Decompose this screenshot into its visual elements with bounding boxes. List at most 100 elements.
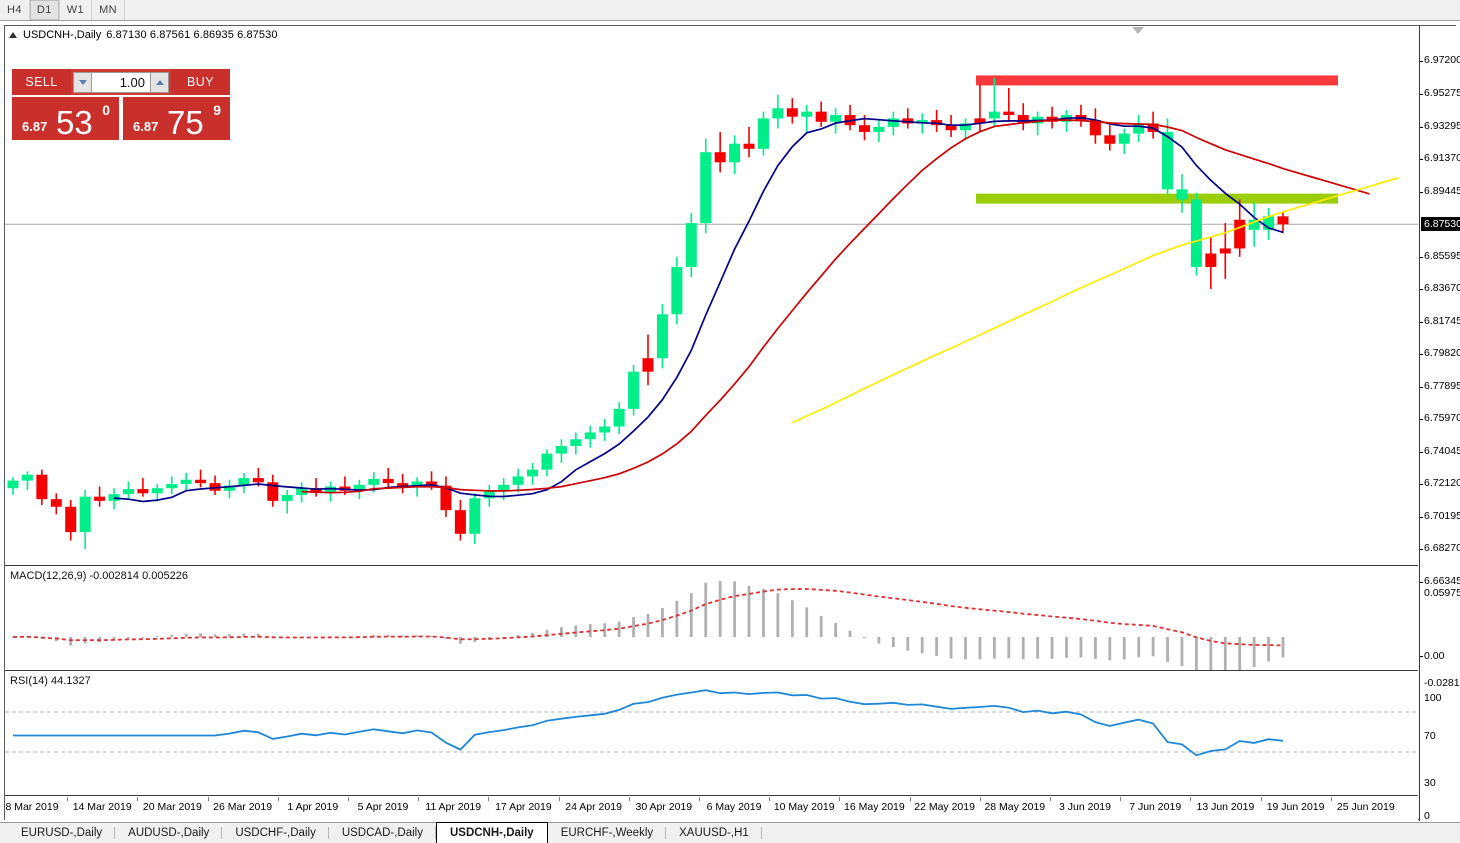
buy-price-box[interactable]: 6.87 75 9 (123, 97, 230, 140)
price-tick-mark (1420, 419, 1423, 421)
chevron-down-icon (78, 79, 87, 85)
price-tick-mark (1420, 126, 1423, 128)
date-tick-label: 22 May 2019 (914, 801, 975, 813)
chart-ohlc-values: 6.87130 6.87561 6.86935 6.87530 (106, 29, 278, 41)
date-tick-mark (1050, 797, 1051, 801)
date-tick-label: 11 Apr 2019 (425, 801, 482, 813)
date-tick-label: 1 Apr 2019 (287, 801, 339, 813)
date-tick-label: 13 Jun 2019 (1196, 801, 1255, 813)
price-tick-mark (1420, 386, 1423, 388)
buy-price-prefix: 6.87 (133, 119, 159, 134)
date-tick-label: 19 Jun 2019 (1266, 801, 1325, 813)
candlestick-chart (5, 75, 1418, 549)
price-tick-label: 6.97200 (1424, 54, 1460, 66)
date-tick-mark (207, 797, 209, 801)
price-tick-label: 6.66345 (1424, 575, 1460, 587)
rsi-label: RSI(14) 44.1327 (10, 675, 91, 687)
symbol-tab-usdcaddaily[interactable]: USDCAD-,Daily (329, 823, 437, 843)
timeframe-mn[interactable]: MN (92, 0, 125, 20)
collapse-triangle-icon[interactable] (9, 32, 17, 38)
sell-price-prefix: 6.87 (22, 119, 48, 134)
one-click-trading-panel: SELL 1.00 BUY 6.87 53 0 6.87 75 9 (12, 69, 230, 140)
date-tick-label: 25 Jun 2019 (1336, 801, 1395, 813)
date-tick-label: 30 Apr 2019 (635, 801, 693, 813)
symbol-tab-usdcnhdaily[interactable]: USDCNH-,Daily (435, 822, 548, 843)
date-tick-label: 7 Jun 2019 (1129, 801, 1182, 813)
price-tick-label: 6.95275 (1424, 86, 1460, 99)
date-tick-label: 17 Apr 2019 (495, 801, 552, 813)
buy-button[interactable]: BUY (171, 69, 230, 95)
price-tick-label: 6.93295 (1424, 119, 1460, 132)
symbol-tab-audusddaily[interactable]: AUDUSD-,Daily (115, 823, 223, 843)
date-tick-label: 20 Mar 2019 (142, 801, 202, 813)
volume-increment-button[interactable] (150, 71, 169, 93)
date-tick-mark (839, 797, 841, 801)
date-tick-label: 28 May 2019 (984, 801, 1046, 813)
price-tick-mark (1420, 159, 1423, 161)
sell-price-box[interactable]: 6.87 53 0 (12, 97, 119, 140)
date-tick-label: 3 Jun 2019 (1059, 801, 1111, 813)
macd-pane[interactable]: MACD(12,26,9) -0.002814 0.005226 (5, 567, 1418, 671)
date-tick-mark (67, 797, 69, 801)
macd-chart (11, 581, 1285, 670)
date-axis[interactable]: 8 Mar 2019 14 Mar 2019 20 Mar 2019 26 Mar 2… (5, 797, 1418, 820)
volume-decrement-button[interactable] (73, 71, 92, 93)
date-tick-mark (769, 797, 771, 801)
price-tick-mark (1420, 582, 1423, 583)
price-pane-inner (5, 26, 1418, 565)
timeframe-d1[interactable]: D1 (29, 0, 60, 20)
symbol-tab-eurusddaily[interactable]: EURUSD-,Daily (8, 823, 116, 843)
price-pane[interactable] (5, 26, 1418, 566)
date-tick-label: 14 Mar 2019 (72, 801, 132, 813)
date-tick-mark (1330, 797, 1332, 801)
current-price-label: 6.87530 (1421, 217, 1460, 232)
price-tick-label: 6.75970 (1424, 412, 1460, 425)
timeframe-h4[interactable]: H4 (0, 0, 30, 20)
date-tick-label: 8 Mar 2019 (5, 801, 59, 813)
buy-price-main: 75 (167, 104, 204, 141)
price-tick-label: 6.81745 (1424, 314, 1460, 327)
date-tick-label: 5 Apr 2019 (357, 801, 409, 813)
price-axis[interactable]: 6.97200 6.95275 6.93295 6.91370 6.89445 6.875… (1419, 26, 1460, 822)
price-tick-label: 6.85595 (1424, 249, 1460, 262)
date-tick-mark (558, 797, 560, 801)
one-click-trading-prices: 6.87 53 0 6.87 75 9 (12, 97, 230, 140)
date-tick-mark (1120, 797, 1122, 801)
macd-tick-label: 0.059758 (1424, 587, 1460, 599)
rsi-pane-inner (5, 672, 1418, 795)
price-tick-mark (1420, 321, 1423, 323)
chart-scroll-marker-icon[interactable] (1132, 27, 1144, 34)
rsi-tick-label: 0 (1424, 810, 1430, 822)
price-tick-label: 6.70195 (1424, 509, 1460, 522)
volume-stepper: 1.00 (71, 69, 171, 95)
price-tick-mark (1420, 93, 1423, 95)
price-tick-mark (1420, 484, 1423, 486)
sell-button[interactable]: SELL (12, 69, 71, 95)
date-tick-mark (348, 797, 349, 801)
price-tick-label: 6.68270 (1424, 542, 1460, 555)
symbol-tab-bar: EURUSD-,Daily AUDUSD-,Daily USDCHF-,Daily U… (0, 822, 1460, 843)
symbol-tab-xauusdh1[interactable]: XAUUSD-,H1 (666, 823, 762, 843)
rsi-chart (5, 689, 1418, 757)
macd-tick-label: 0.00 (1424, 650, 1445, 662)
rsi-tick-label: 30 (1424, 777, 1436, 789)
macd-tick-label: -0.02816 (1424, 677, 1460, 689)
date-tick-mark (137, 797, 139, 801)
symbol-tab-usdchfdaily[interactable]: USDCHF-,Daily (222, 823, 329, 843)
symbol-tab-eurchfweekly[interactable]: EURCHF-,Weekly (548, 823, 667, 843)
date-tick-mark (1190, 797, 1192, 801)
sell-price-fraction: 0 (102, 102, 110, 118)
date-tick-mark (277, 797, 279, 801)
timeframe-w1[interactable]: W1 (60, 0, 93, 20)
chart-symbol-name: USDCNH-,Daily (23, 29, 102, 41)
price-tick-label: 6.83670 (1424, 282, 1460, 295)
date-tick-mark (418, 797, 420, 801)
date-tick-mark (488, 797, 490, 801)
date-tick-mark (979, 797, 981, 801)
date-tick-label: 10 May 2019 (773, 801, 835, 813)
price-tick-label: 6.74045 (1424, 444, 1460, 457)
volume-input[interactable]: 1.00 (92, 71, 150, 93)
rsi-pane[interactable]: RSI(14) 44.1327 (5, 672, 1418, 796)
macd-label: MACD(12,26,9) -0.002814 0.005226 (10, 570, 188, 582)
